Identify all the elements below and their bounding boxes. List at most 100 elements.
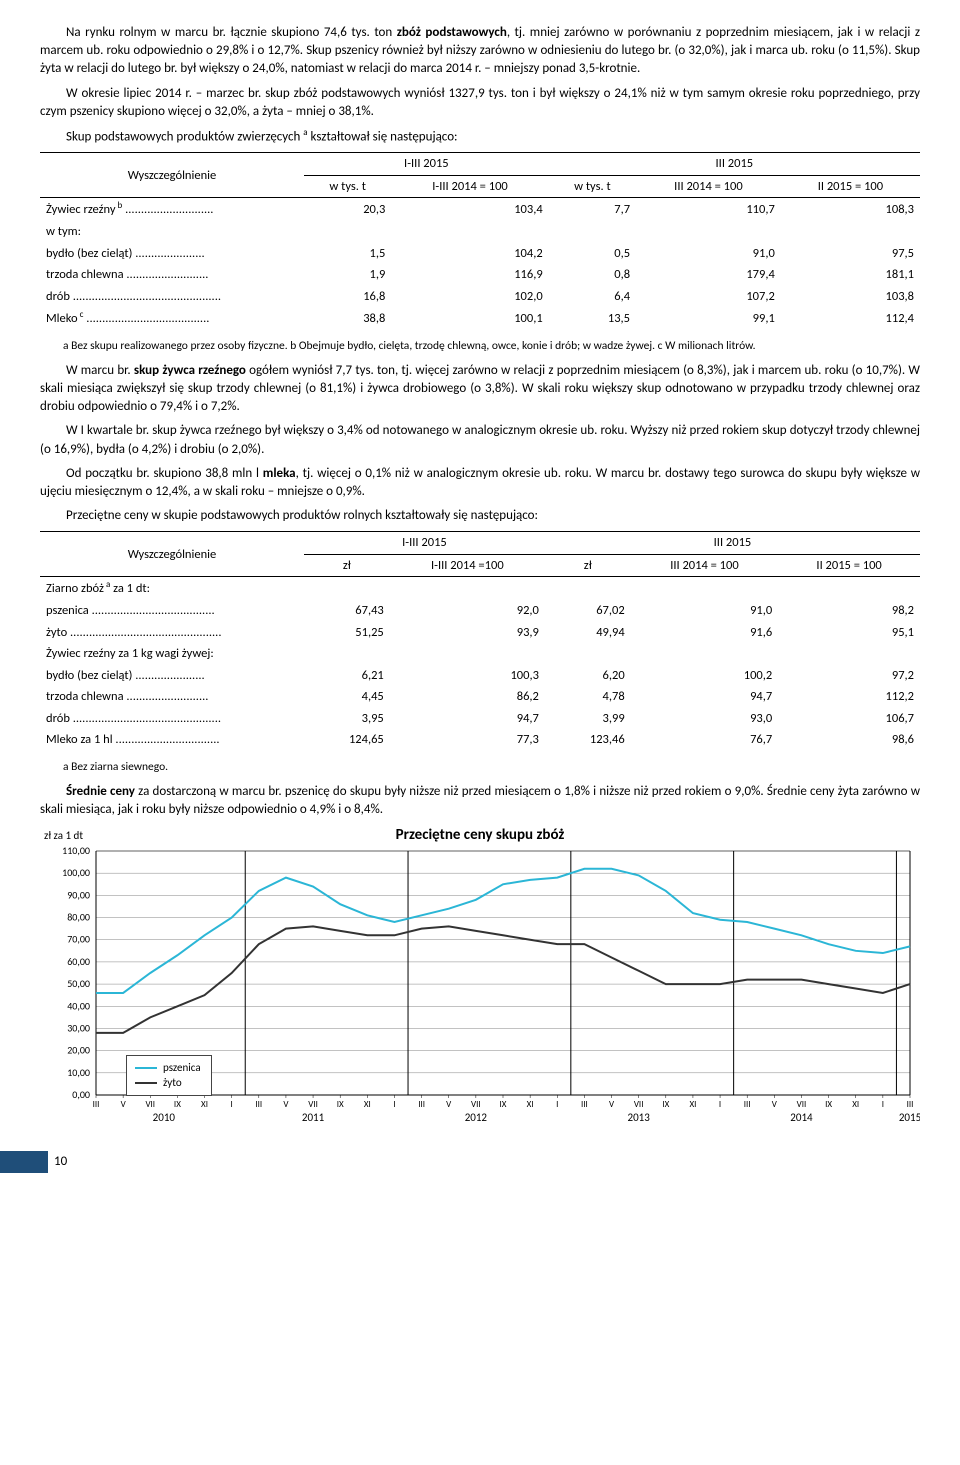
- svg-text:III: III: [907, 1099, 914, 1110]
- p6a: Od początku br. skupiono 38,8 mln l: [66, 466, 263, 481]
- t2-wysz: Wyszczególnienie: [40, 532, 304, 577]
- cell: 67,02: [545, 600, 631, 622]
- svg-text:zł za 1 dt: zł za 1 dt: [44, 829, 83, 842]
- cell: [391, 221, 548, 243]
- p6b: mleka: [263, 466, 296, 481]
- table-1: Wyszczególnienie I-III 2015 III 2015 w t…: [40, 152, 920, 329]
- table-row: trzoda chlewna .........................…: [40, 264, 920, 286]
- cell: 95,1: [778, 622, 920, 644]
- cell: [631, 643, 779, 665]
- svg-text:I: I: [231, 1099, 233, 1110]
- table-row: bydło (bez cieląt) .....................…: [40, 243, 920, 265]
- paragraph-2: W okresie lipiec 2014 r. – marzec br. sk…: [40, 85, 920, 121]
- row-label: bydło (bez cieląt) .....................…: [40, 665, 304, 687]
- cell: 112,4: [781, 307, 920, 330]
- cell: 124,65: [304, 729, 390, 751]
- cell: [390, 577, 545, 600]
- cell: 38,8: [304, 307, 391, 330]
- t1-wysz: Wyszczególnienie: [40, 153, 304, 198]
- legend-label-zyto: żyto: [163, 1075, 182, 1090]
- cell: 104,2: [391, 243, 548, 265]
- table-row: Żywiec rzeźny b ........................…: [40, 198, 920, 221]
- cell: 91,6: [631, 622, 779, 644]
- paragraph-3: Skup podstawowych produktów zwierzęcych …: [40, 127, 920, 147]
- svg-text:2013: 2013: [628, 1111, 651, 1124]
- t1-c5: II 2015 = 100: [781, 175, 920, 198]
- svg-text:III: III: [418, 1099, 425, 1110]
- svg-text:50,00: 50,00: [67, 977, 90, 990]
- row-label: drób ...................................…: [40, 286, 304, 308]
- cell: 100,3: [390, 665, 545, 687]
- svg-text:IX: IX: [662, 1099, 669, 1110]
- svg-text:2014: 2014: [790, 1111, 813, 1124]
- svg-text:90,00: 90,00: [67, 888, 90, 901]
- svg-text:I: I: [393, 1099, 395, 1110]
- t1-c3: w tys. t: [549, 175, 636, 198]
- paragraph-5: W I kwartale br. skup żywca rzeźnego był…: [40, 422, 920, 458]
- table-row: w tym:: [40, 221, 920, 243]
- cell: 4,78: [545, 686, 631, 708]
- paragraph-1: Na rynku rolnym w marcu br. łącznie skup…: [40, 24, 920, 79]
- p1a: Na rynku rolnym w marcu br. łącznie skup…: [66, 25, 397, 40]
- cell: [545, 577, 631, 600]
- svg-text:V: V: [283, 1099, 289, 1110]
- legend-line-zyto: [135, 1082, 157, 1084]
- svg-text:60,00: 60,00: [67, 955, 90, 968]
- svg-text:80,00: 80,00: [67, 911, 90, 924]
- svg-text:I: I: [882, 1099, 884, 1110]
- cell: 103,4: [391, 198, 548, 221]
- cell: [304, 221, 391, 243]
- svg-text:30,00: 30,00: [67, 1021, 90, 1034]
- table-row: pszenica ...............................…: [40, 600, 920, 622]
- svg-text:VII: VII: [145, 1099, 155, 1110]
- chart-container: zł za 1 dtPrzeciętne ceny skupu zbóż0,00…: [40, 825, 920, 1135]
- cell: 91,0: [636, 243, 781, 265]
- cell: 3,95: [304, 708, 390, 730]
- cell: 6,4: [549, 286, 636, 308]
- cell: 51,25: [304, 622, 390, 644]
- paragraph-7: Przeciętne ceny w skupie podstawowych pr…: [40, 507, 920, 525]
- table-row: Mleko za 1 hl ..........................…: [40, 729, 920, 751]
- t2-c2: I-III 2014 =100: [390, 554, 545, 577]
- cell: 1,5: [304, 243, 391, 265]
- svg-text:100,00: 100,00: [62, 866, 90, 879]
- svg-text:20,00: 20,00: [67, 1044, 90, 1057]
- cell: 97,2: [778, 665, 920, 687]
- table-row: żyto ...................................…: [40, 622, 920, 644]
- paragraph-8: Średnie ceny za dostarczoną w marcu br. …: [40, 783, 920, 819]
- cell: [304, 577, 390, 600]
- svg-text:IX: IX: [174, 1099, 181, 1110]
- cell: 112,2: [778, 686, 920, 708]
- svg-text:III: III: [93, 1099, 100, 1110]
- t1-c4: III 2014 = 100: [636, 175, 781, 198]
- svg-text:40,00: 40,00: [67, 999, 90, 1012]
- svg-text:2012: 2012: [465, 1111, 488, 1124]
- cell: 76,7: [631, 729, 779, 751]
- svg-text:I: I: [556, 1099, 558, 1110]
- table-row: trzoda chlewna .........................…: [40, 686, 920, 708]
- t2-c3: zł: [545, 554, 631, 577]
- cell: 99,1: [636, 307, 781, 330]
- row-label: trzoda chlewna .........................…: [40, 686, 304, 708]
- cell: 116,9: [391, 264, 548, 286]
- cell: 16,8: [304, 286, 391, 308]
- cell: 91,0: [631, 600, 779, 622]
- svg-text:V: V: [121, 1099, 127, 1110]
- svg-text:70,00: 70,00: [67, 933, 90, 946]
- table-row: drób ...................................…: [40, 286, 920, 308]
- row-label: bydło (bez cieląt) .....................…: [40, 243, 304, 265]
- cell: 94,7: [390, 708, 545, 730]
- cell: 93,0: [631, 708, 779, 730]
- svg-text:2010: 2010: [153, 1111, 176, 1124]
- svg-text:VII: VII: [797, 1099, 807, 1110]
- cell: [304, 643, 390, 665]
- cell: 110,7: [636, 198, 781, 221]
- cell: 0,5: [549, 243, 636, 265]
- row-label: Żywiec rzeźny b ........................…: [40, 198, 304, 221]
- cell: 100,1: [391, 307, 548, 330]
- svg-text:IX: IX: [337, 1099, 344, 1110]
- row-label: drób ...................................…: [40, 708, 304, 730]
- cell: 93,9: [390, 622, 545, 644]
- cell: 108,3: [781, 198, 920, 221]
- cell: 77,3: [390, 729, 545, 751]
